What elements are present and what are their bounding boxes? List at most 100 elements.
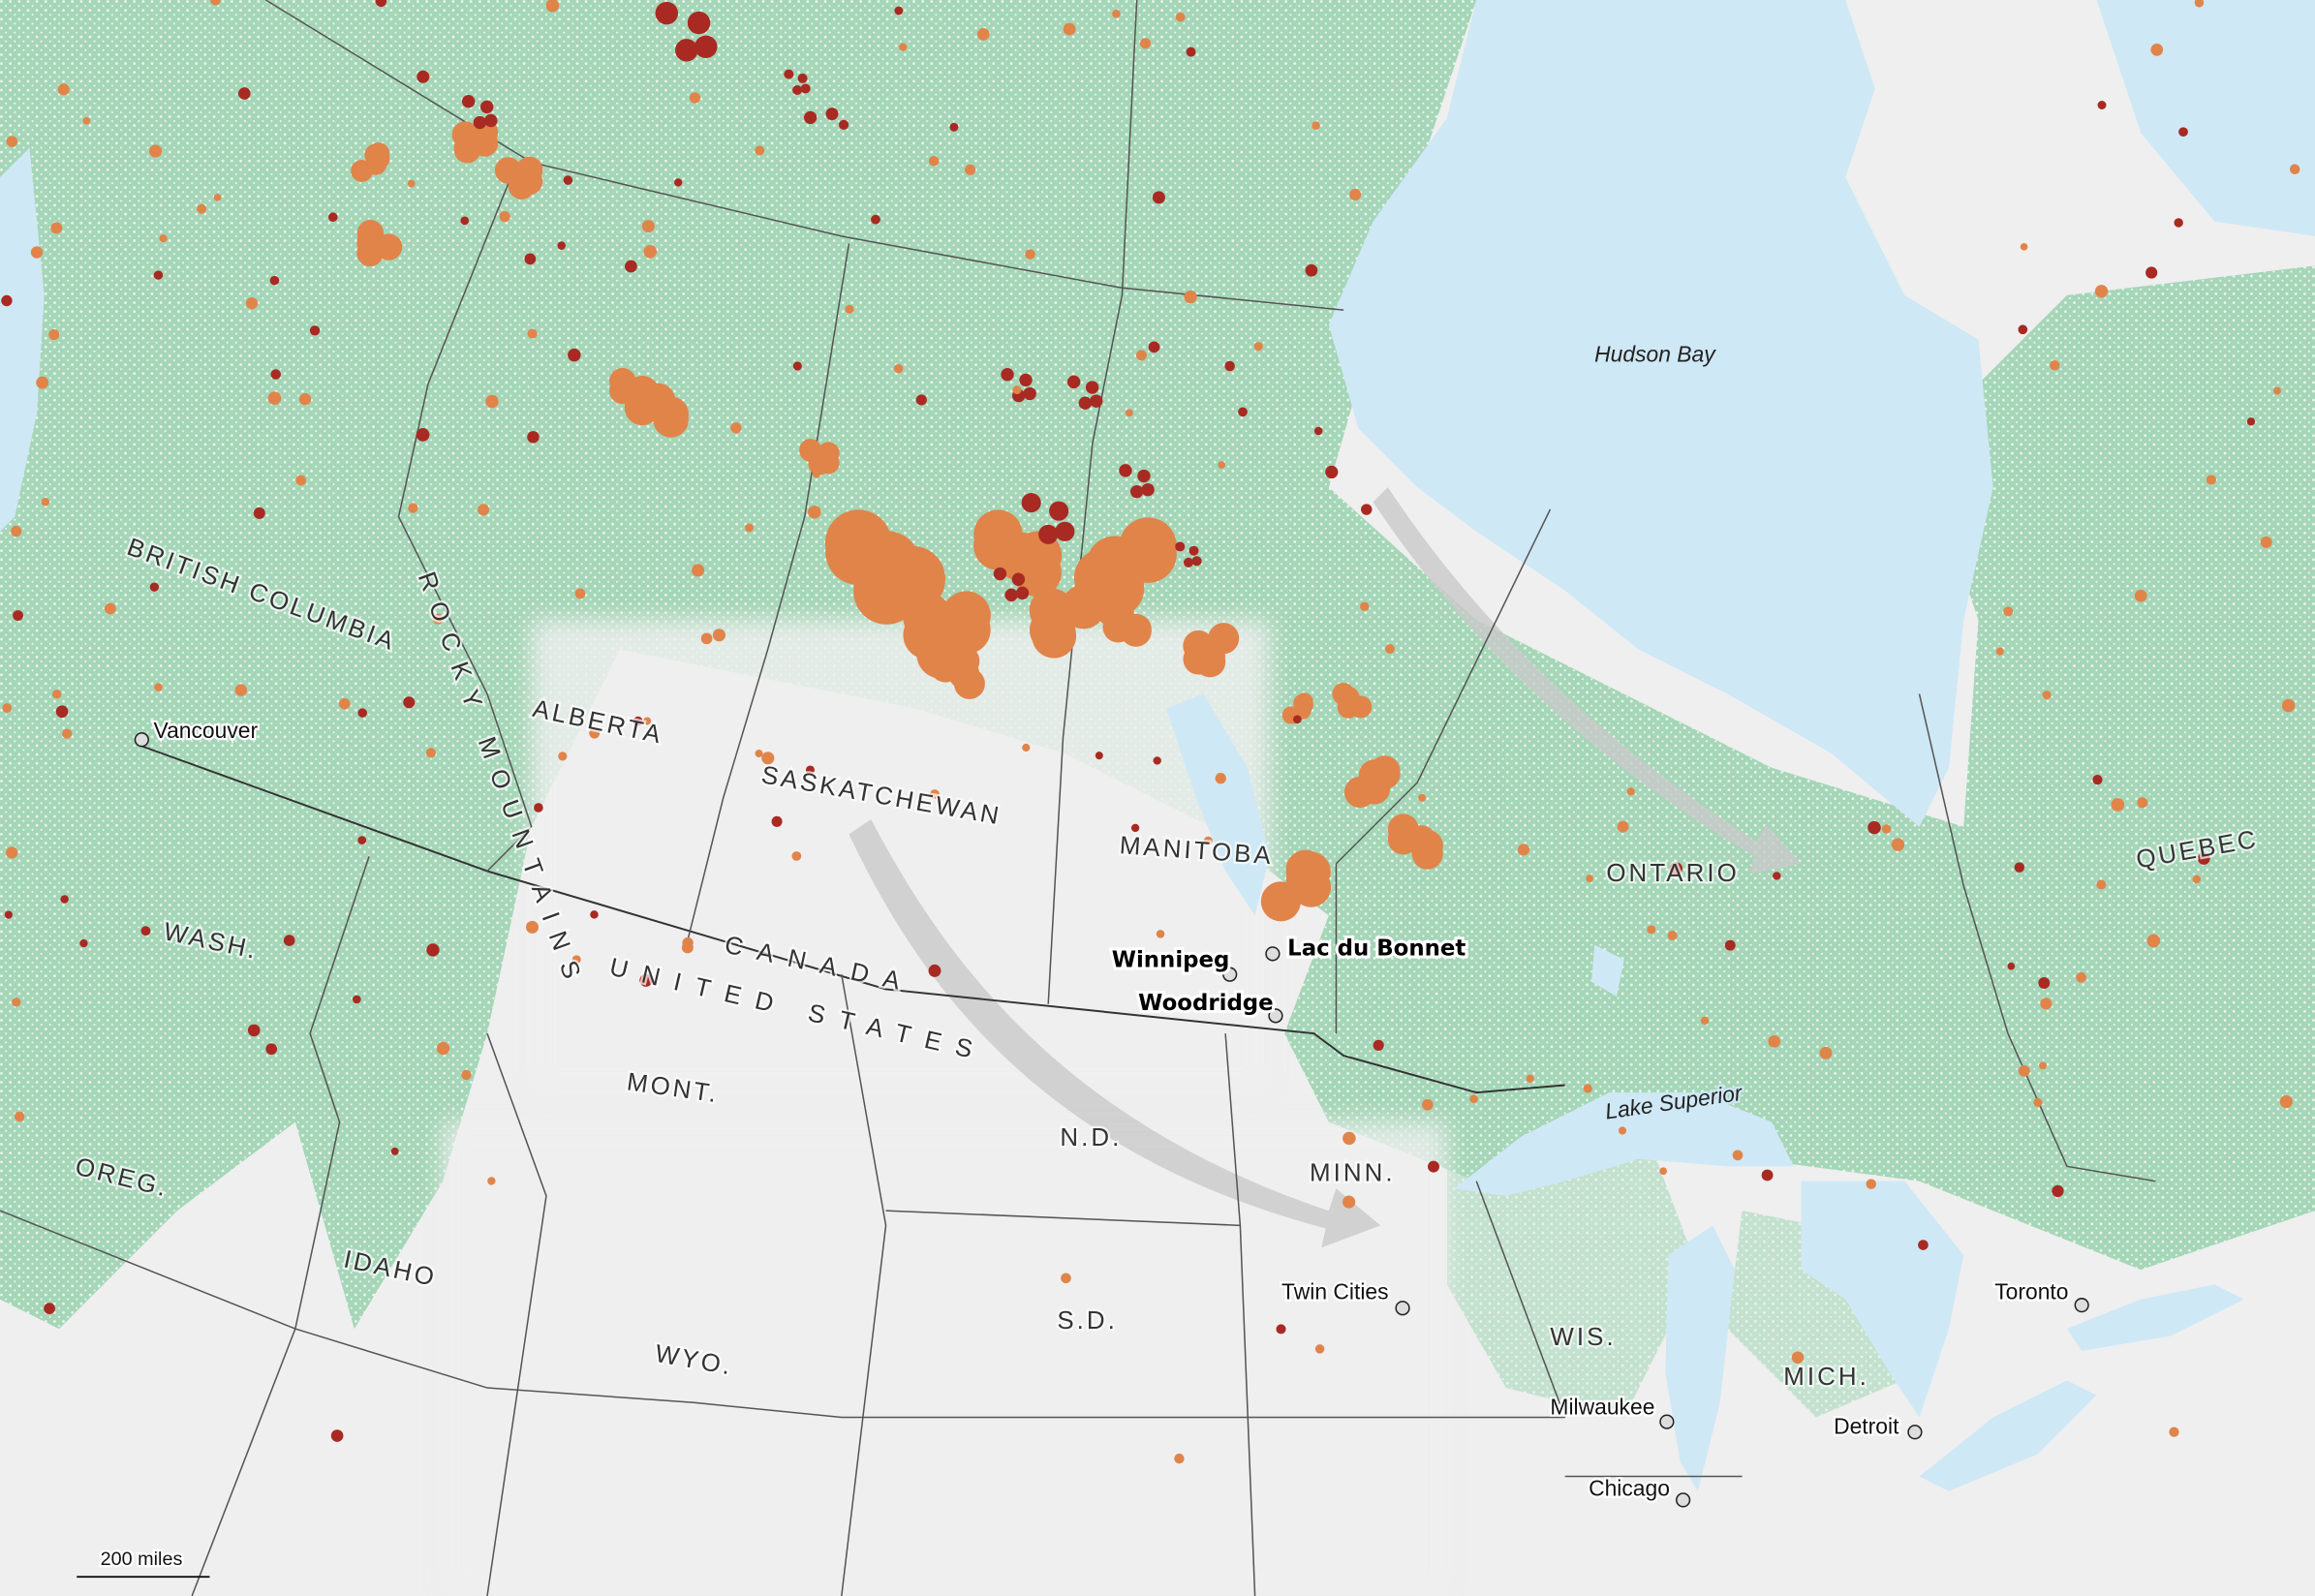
fire-spot [2096,879,2107,890]
active-fire [675,39,698,62]
fire-spot [1373,1039,1384,1052]
fire-spot [730,422,742,434]
city-vancouver: Vancouver [154,718,259,743]
fire-spot [1186,46,1196,57]
fire-spot [4,910,13,919]
fire-spot [527,431,540,444]
fire-spot [1791,1351,1805,1364]
fire-spot [871,214,880,225]
fire-spot [2281,698,2296,713]
fire-spot [62,728,73,739]
fire-spot [14,1111,25,1122]
fire-spot [50,222,63,234]
fire-spot [2050,360,2060,371]
fire-spot [2289,164,2300,175]
city-milwaukee: Milwaukee [1550,1394,1654,1419]
fire-spot [1139,38,1152,49]
fire-spot [1995,647,2004,656]
fire-spot [825,107,839,121]
label-north-dakota: N.D. [1060,1124,1122,1151]
fire-spot [643,717,652,725]
fire-spot [1586,875,1593,882]
fire-spot [893,363,904,374]
fire-spot [48,329,60,341]
fire-spot [1881,824,1892,834]
active-fire [1021,493,1041,513]
fire-spot [2145,266,2158,279]
fire-spot [2169,1427,2179,1437]
fire-spot [949,122,959,132]
label-minnesota: MINN. [1310,1160,1396,1187]
fire-spot [2052,1184,2064,1198]
fire-spot [13,610,24,621]
fire-spot [1224,360,1235,372]
fire-spot [197,203,207,214]
fire-spot [417,70,430,83]
fire-spot [589,727,601,739]
fire-spot [6,846,18,859]
fire-perimeter [1337,686,1360,709]
fire-perimeter [1120,615,1152,647]
water-bodies [0,0,2315,1491]
fire-spot [1,294,13,307]
fire-spot [327,212,338,223]
label-ontario: ONTARIO [1606,860,1739,887]
fire-spot [416,428,430,442]
fire-spot [1819,1046,1833,1059]
active-fire [797,73,808,83]
fire-spot [1360,601,1370,611]
fire-spot [803,110,818,125]
active-fire [784,69,794,79]
fire-spot [357,708,367,718]
fire-spot [1135,350,1147,361]
fire-spot [838,119,849,130]
fire-spot [1175,12,1186,22]
fire-spot [574,588,586,599]
fire-spot [330,1429,344,1442]
fire-spot [1184,290,1197,304]
fire-spot [461,1069,472,1081]
fire-spot [1418,793,1427,802]
fire-spot [1215,773,1226,784]
fire-spot [1761,1169,1774,1182]
fire-spot [568,348,581,362]
fire-spot [1384,644,1395,655]
fire-spot [234,684,247,696]
fire-spot [1293,715,1302,724]
fire-spot [2038,977,2051,989]
fire-spot [408,503,418,513]
fire-spot [1773,872,1781,880]
active-fire [1049,501,1069,521]
fire-spot [149,582,160,592]
active-fire [1085,381,1099,394]
fire-perimeter [356,224,385,252]
fire-spot [213,194,222,201]
fire-spot [30,246,44,259]
fire-perimeter [973,509,1023,559]
fire-spot [298,393,312,406]
fire-spot [1148,341,1160,353]
fire-spot [2146,934,2161,948]
fire-spot [1618,1126,1627,1135]
active-fire [694,35,718,59]
fire-perimeter [817,451,840,475]
fire-spot [2097,101,2107,109]
fire-perimeter [1290,851,1331,892]
boundaries [0,0,2156,1596]
fire-spot [460,216,470,226]
fire-spot [2260,536,2272,548]
fire-spot [426,943,440,957]
fire-spot [432,613,444,625]
fire-spot [1313,426,1323,436]
fire-spot [1203,836,1213,845]
fire-spot [1617,820,1629,833]
fire-spot [563,175,573,185]
fire-spot [894,6,904,15]
fire-spot [641,220,655,232]
fire-spot [1422,1098,1434,1111]
fire-spot [1153,756,1161,765]
active-fire [1001,368,1014,382]
fire-spot [639,973,653,987]
fire-spot [210,0,221,6]
fire-spot [2042,691,2052,700]
